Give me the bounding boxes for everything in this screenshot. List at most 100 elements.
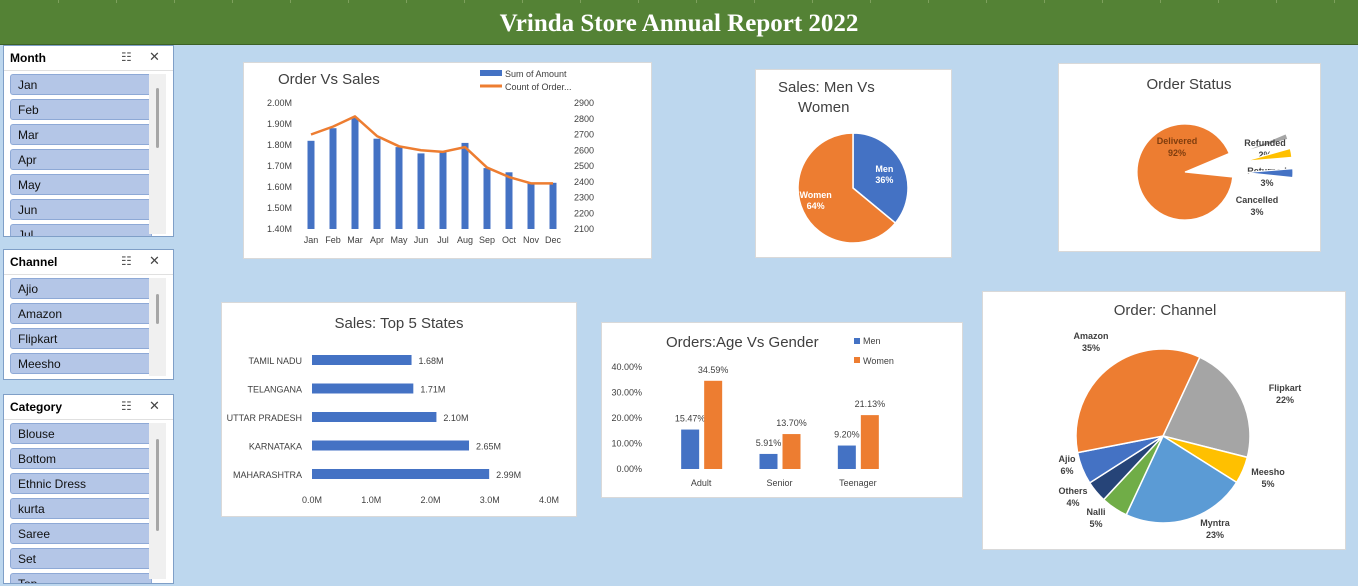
slicer-category: Category ☷ ✕ Blouse Bottom Ethnic Dress … [3,394,174,584]
slicer-scrollbar[interactable] [149,423,166,579]
x-tick-label: 0.0M [302,495,322,505]
category-label: MAHARASHTRA [233,470,302,480]
slice-value: 23% [1206,530,1224,540]
bar-sales [461,142,469,229]
slicer-title: Month [10,51,46,65]
bar-sales [307,140,315,229]
age-gender-svg: Orders:Age Vs Gender Men Women 0.00% 10.00% 2… [611,334,894,488]
legend-label: Women [863,356,894,366]
x-tick-label: Aug [457,235,473,245]
slicer-item[interactable]: kurta [10,498,152,519]
slicer-item[interactable]: Top [10,573,152,583]
grid-tick [1044,0,1045,3]
clear-filter-icon[interactable]: ✕ [149,253,160,268]
slicer-item[interactable]: Mar [10,124,152,145]
grid-tick [464,0,465,3]
bar-women [860,415,879,469]
x-tick-label: Adult [691,478,712,488]
grid-tick [638,0,639,3]
header-bar: Vrinda Store Annual Report 2022 [0,0,1358,45]
grid-tick [522,0,523,3]
multi-select-icon[interactable]: ☷ [121,50,132,64]
chart-order-channel[interactable]: Order: Channel Flipkart 22% Meesho 5% Myntra 2… [982,291,1346,550]
y-tick-label: 10.00% [611,439,642,449]
bar-women [782,434,801,469]
x-tick-label: Jan [304,235,319,245]
y2-tick-label: 2700 [574,130,594,140]
y-tick-label: 2.00M [267,98,292,108]
clear-filter-icon[interactable]: ✕ [149,398,160,413]
order-status-svg: Order StatusDelivered92%Refunded2%Return… [1136,76,1294,221]
slice-value: 5% [1261,479,1274,489]
slicer-items: Jan Feb Mar Apr May Jun Jul [10,74,152,236]
y-tick-label: 40.00% [611,362,642,372]
x-tick-label: 1.0M [361,495,381,505]
slicer-item[interactable]: Jul [10,224,152,236]
chart-order-vs-sales[interactable]: Order Vs Sales Sum of Amount Count of Orde… [243,62,652,259]
slice-label: Refunded [1244,138,1286,148]
chart-sales-men-vs-women[interactable]: Sales: Men Vs Women Men 36% Women 64% [755,69,952,258]
bar-state [312,412,437,422]
x-tick-label: Sep [479,235,495,245]
y-tick-label: 20.00% [611,413,642,423]
scrollbar-thumb[interactable] [156,439,159,531]
slicer-item[interactable]: Jan [10,74,152,95]
slicer-item[interactable]: Set [10,548,152,569]
grid-tick [406,0,407,3]
slicer-item[interactable]: Meesho [10,353,152,374]
slicer-item[interactable]: Saree [10,523,152,544]
slice-value: 4% [1066,498,1079,508]
y2-tick-label: 2900 [574,98,594,108]
category-label: TAMIL NADU [248,356,302,366]
y2-tick-label: 2600 [574,145,594,155]
slicer-item[interactable]: Apr [10,149,152,170]
scrollbar-thumb[interactable] [156,88,159,148]
slicer-item[interactable]: Jun [10,199,152,220]
data-label: 15.47% [675,414,706,424]
multi-select-icon[interactable]: ☷ [121,399,132,413]
slicer-item[interactable]: Ethnic Dress [10,473,152,494]
slicer-item[interactable]: Bottom [10,448,152,469]
slicer-item[interactable]: Ajio [10,278,152,299]
bar-sales [329,128,337,229]
multi-select-icon[interactable]: ☷ [121,254,132,268]
slice-value: 3% [1260,178,1273,188]
slicer-item[interactable]: Feb [10,99,152,120]
chart-top-states[interactable]: Sales: Top 5 States TAMIL NADU 1.68M TELANG… [221,302,577,517]
slice-value: 3% [1250,207,1263,217]
y2-tick-label: 2400 [574,177,594,187]
slicer-header: Month ☷ ✕ [4,46,173,71]
slice-label: Myntra [1200,518,1230,528]
y2-tick-label: 2500 [574,161,594,171]
bar-sales [417,153,425,229]
y-tick-label: 0.00% [616,464,642,474]
chart-order-status[interactable]: Order StatusDelivered92%Refunded2%Return… [1058,63,1321,252]
legend-swatch-women [854,357,860,363]
slicer-item[interactable]: Blouse [10,423,152,444]
slicer-item[interactable]: May [10,174,152,195]
slicer-scrollbar[interactable] [149,74,166,234]
bar-state [312,383,414,394]
chart-age-vs-gender[interactable]: Orders:Age Vs Gender Men Women 0.00% 10.00% 2… [601,322,963,498]
slicer-scrollbar[interactable] [149,278,166,376]
data-label: 9.20% [834,430,860,440]
pie-slice-amazon [1075,348,1201,454]
slice-label: Delivered [1157,136,1198,146]
slicer-item[interactable]: Flipkart [10,328,152,349]
line-order-count [310,115,553,185]
scrollbar-thumb[interactable] [156,294,159,324]
clear-filter-icon[interactable]: ✕ [149,49,160,64]
bar-sales [439,151,447,229]
data-label: 13.70% [776,418,807,428]
grid-tick [290,0,291,3]
pie-slice-returned [1243,147,1293,162]
y-tick-label: 1.90M [267,119,292,129]
bar-sales [395,147,403,229]
y2-tick-label: 2200 [574,208,594,218]
slice-label: Women [799,190,831,200]
data-label: 2.65M [476,442,501,452]
grid-tick [754,0,755,3]
chart-title: Order Status [1146,76,1231,93]
slicer-item[interactable]: Amazon [10,303,152,324]
grid-tick [870,0,871,3]
